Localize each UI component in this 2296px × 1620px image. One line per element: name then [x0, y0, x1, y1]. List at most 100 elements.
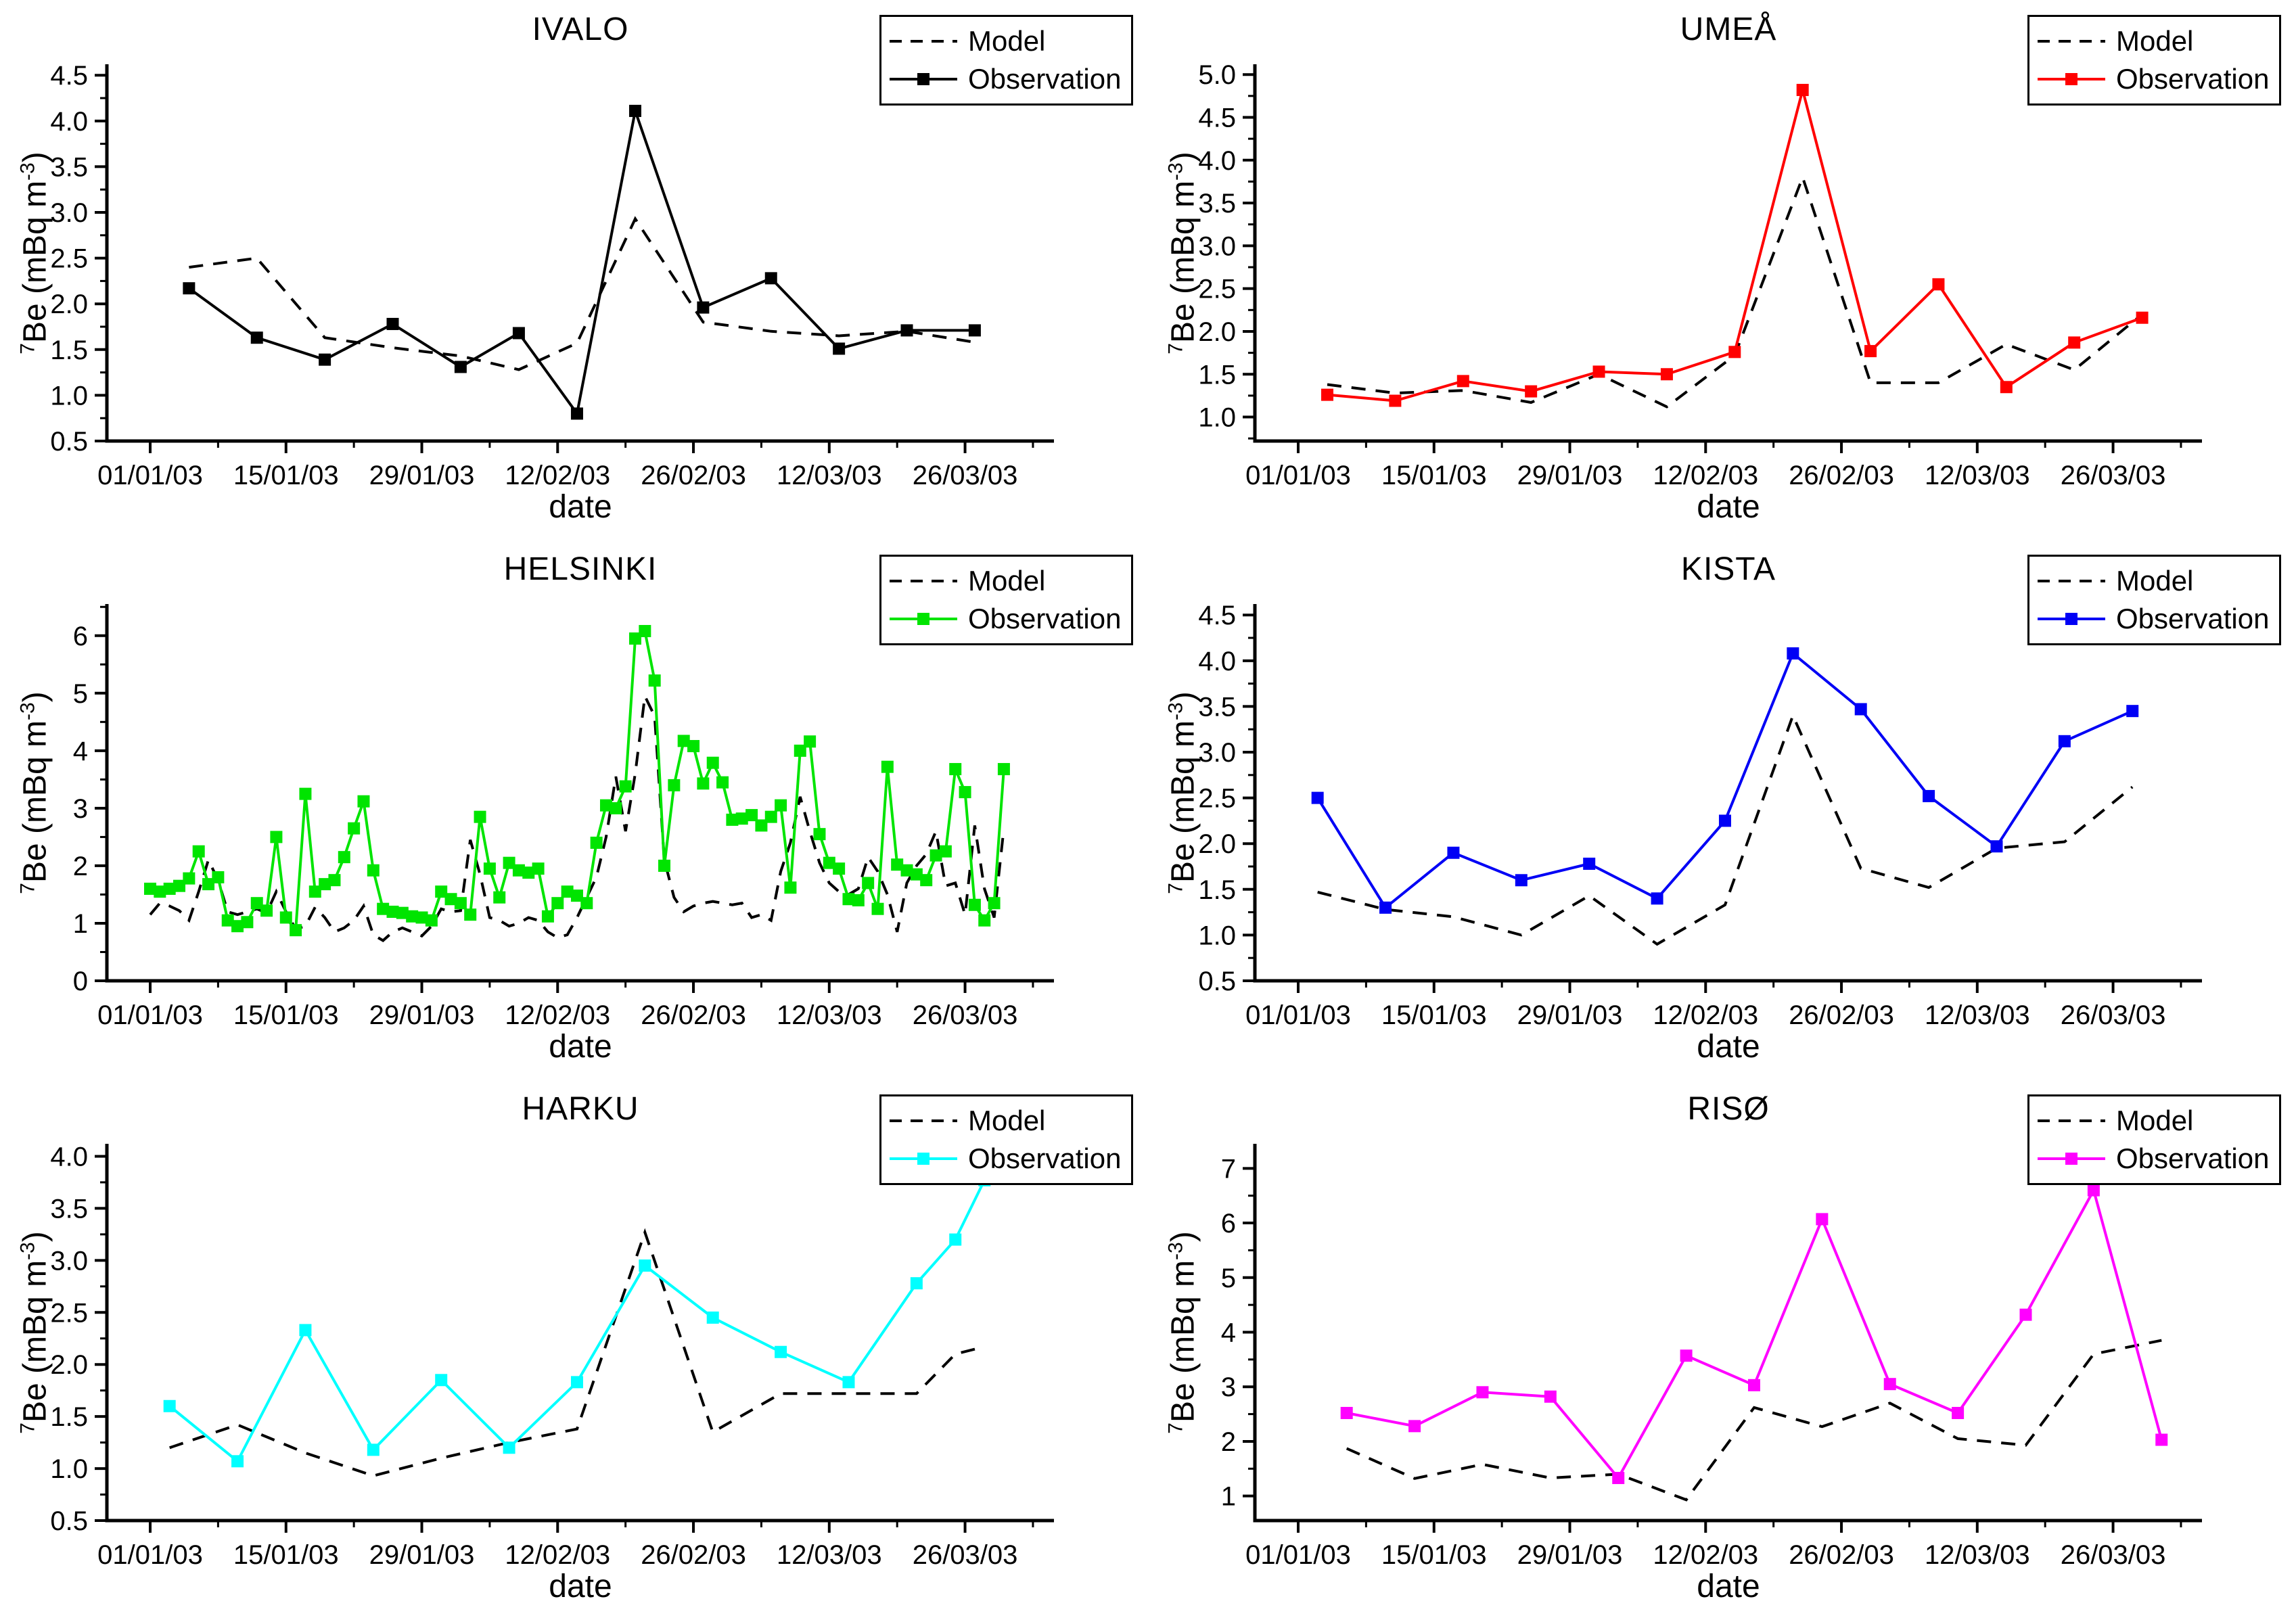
- svg-text:12/02/03: 12/02/03: [505, 1540, 610, 1570]
- svg-text:3.0: 3.0: [50, 1246, 88, 1276]
- svg-text:01/01/03: 01/01/03: [97, 1540, 203, 1570]
- svg-text:4.5: 4.5: [50, 61, 88, 91]
- chart-plot-ivalo: 01/01/03 15/01/03 29/01/03 12/02/03 26/02/03…: [50, 61, 1054, 490]
- panel-title: HELSINKI: [503, 551, 658, 587]
- isotope-superscript: 7: [16, 883, 39, 894]
- svg-text:2.0: 2.0: [50, 1350, 88, 1380]
- legend-label-observation: Observation: [968, 1142, 1122, 1174]
- svg-text:0.5: 0.5: [50, 427, 88, 457]
- svg-text:15/01/03: 15/01/03: [233, 1540, 339, 1570]
- panel-umea: 01/01/03 15/01/03 29/01/03 12/02/03 26/02/03…: [1148, 0, 2296, 540]
- svg-text:2.5: 2.5: [50, 244, 88, 274]
- svg-text:26/03/03: 26/03/03: [2061, 1000, 2166, 1030]
- svg-text:01/01/03: 01/01/03: [97, 1000, 203, 1030]
- panel-helsinki: 01/01/03 15/01/03 29/01/03 12/02/03 26/02/03…: [0, 540, 1148, 1080]
- svg-text:3.0: 3.0: [50, 198, 88, 228]
- svg-text:6: 6: [73, 622, 88, 651]
- legend-label-model: Model: [968, 565, 1046, 597]
- panel-harku: 01/01/03 15/01/03 29/01/03 12/02/03 26/02/03…: [0, 1080, 1148, 1619]
- svg-text:2.5: 2.5: [1198, 275, 1236, 304]
- legend-label-observation: Observation: [2116, 63, 2270, 95]
- svg-text:4.0: 4.0: [50, 107, 88, 137]
- x-axis-label: date: [549, 1569, 612, 1604]
- model-dashed-line-swatch: [888, 569, 959, 593]
- chart-plot-riso: 01/01/03 15/01/03 29/01/03 12/02/03 26/02/03…: [1221, 1144, 2202, 1570]
- legend-row-model: Model: [2036, 1102, 2272, 1140]
- svg-text:2.5: 2.5: [50, 1298, 88, 1328]
- svg-text:3.0: 3.0: [1198, 231, 1236, 261]
- legend: Model Observation: [2027, 1094, 2281, 1185]
- y-axis-label: 7Be (mBq m-3): [1165, 152, 1202, 354]
- svg-text:3.5: 3.5: [1198, 189, 1236, 218]
- y-axis-label: 7Be (mBq m-3): [1165, 691, 1202, 894]
- svg-text:15/01/03: 15/01/03: [1381, 461, 1487, 490]
- legend: Model Observation: [2027, 555, 2281, 645]
- svg-text:4.5: 4.5: [1198, 103, 1236, 133]
- svg-text:1: 1: [1221, 1482, 1236, 1512]
- svg-text:15/01/03: 15/01/03: [233, 461, 339, 490]
- svg-text:26/02/03: 26/02/03: [641, 1000, 746, 1030]
- svg-text:29/01/03: 29/01/03: [1517, 1540, 1623, 1570]
- x-axis-label: date: [1697, 1029, 1760, 1065]
- svg-text:4: 4: [1221, 1318, 1236, 1348]
- svg-text:26/03/03: 26/03/03: [2061, 461, 2166, 490]
- legend-label-observation: Observation: [2116, 603, 2270, 634]
- exponent-superscript: -3: [16, 1242, 39, 1260]
- legend: Model Observation: [879, 1094, 1133, 1185]
- svg-text:12/02/03: 12/02/03: [505, 1000, 610, 1030]
- svg-text:2.5: 2.5: [1198, 784, 1236, 814]
- isotope-superscript: 7: [1164, 1422, 1187, 1434]
- y-axis-label-text: Be (mBq m: [1165, 1259, 1201, 1423]
- y-axis-label-close: ): [1165, 691, 1201, 703]
- panel-kista: 01/01/03 15/01/03 29/01/03 12/02/03 26/02/03…: [1148, 540, 2296, 1080]
- y-axis-label-text: Be (mBq m: [17, 1259, 53, 1423]
- legend-row-model: Model: [888, 22, 1124, 60]
- y-axis-label: 7Be (mBq m-3): [17, 691, 54, 894]
- svg-text:5: 5: [1221, 1264, 1236, 1293]
- observation-line-marker-swatch: [888, 607, 959, 631]
- y-axis-label: 7Be (mBq m-3): [17, 1231, 54, 1433]
- observation-line-marker-swatch: [2036, 607, 2107, 631]
- svg-text:3.5: 3.5: [50, 152, 88, 182]
- legend-label-model: Model: [968, 25, 1046, 57]
- svg-text:1: 1: [73, 909, 88, 939]
- svg-text:01/01/03: 01/01/03: [1245, 1540, 1351, 1570]
- svg-text:01/01/03: 01/01/03: [1245, 461, 1351, 490]
- chart-plot-helsinki: 01/01/03 15/01/03 29/01/03 12/02/03 26/02/03…: [73, 604, 1054, 1030]
- svg-text:01/01/03: 01/01/03: [1245, 1000, 1351, 1030]
- svg-text:12/02/03: 12/02/03: [505, 461, 610, 490]
- panel-title: IVALO: [532, 11, 629, 47]
- svg-text:3: 3: [73, 794, 88, 824]
- svg-text:4.0: 4.0: [1198, 647, 1236, 676]
- isotope-superscript: 7: [1164, 343, 1187, 354]
- observation-line-marker-swatch: [888, 1147, 959, 1171]
- svg-text:01/01/03: 01/01/03: [97, 461, 203, 490]
- y-axis-label-close: ): [1165, 152, 1201, 163]
- chart-plot-umea: 01/01/03 15/01/03 29/01/03 12/02/03 26/02/03…: [1198, 60, 2202, 490]
- legend-row-observation: Observation: [888, 60, 1124, 98]
- isotope-superscript: 7: [16, 343, 39, 354]
- svg-text:1.5: 1.5: [1198, 360, 1236, 390]
- svg-text:2.0: 2.0: [1198, 317, 1236, 347]
- svg-text:1.0: 1.0: [1198, 403, 1236, 433]
- svg-text:3.0: 3.0: [1198, 738, 1236, 768]
- exponent-superscript: -3: [1164, 1242, 1187, 1260]
- svg-text:26/03/03: 26/03/03: [913, 1000, 1018, 1030]
- y-axis-label-text: Be (mBq m: [1165, 180, 1201, 344]
- panel-title: RISØ: [1687, 1091, 1770, 1127]
- svg-text:29/01/03: 29/01/03: [369, 1000, 475, 1030]
- observation-line-marker-swatch: [2036, 67, 2107, 91]
- svg-text:26/02/03: 26/02/03: [641, 1540, 746, 1570]
- svg-text:29/01/03: 29/01/03: [1517, 461, 1623, 490]
- svg-text:26/02/03: 26/02/03: [1789, 461, 1894, 490]
- x-axis-label: date: [549, 489, 612, 525]
- legend-row-observation: Observation: [888, 600, 1124, 638]
- svg-text:3: 3: [1221, 1372, 1236, 1402]
- svg-text:6: 6: [1221, 1209, 1236, 1239]
- legend-row-model: Model: [2036, 22, 2272, 60]
- y-axis-label-close: ): [17, 691, 53, 703]
- svg-text:1.5: 1.5: [1198, 875, 1236, 905]
- svg-text:26/02/03: 26/02/03: [1789, 1000, 1894, 1030]
- exponent-superscript: -3: [1164, 702, 1187, 720]
- svg-text:4.0: 4.0: [50, 1142, 88, 1172]
